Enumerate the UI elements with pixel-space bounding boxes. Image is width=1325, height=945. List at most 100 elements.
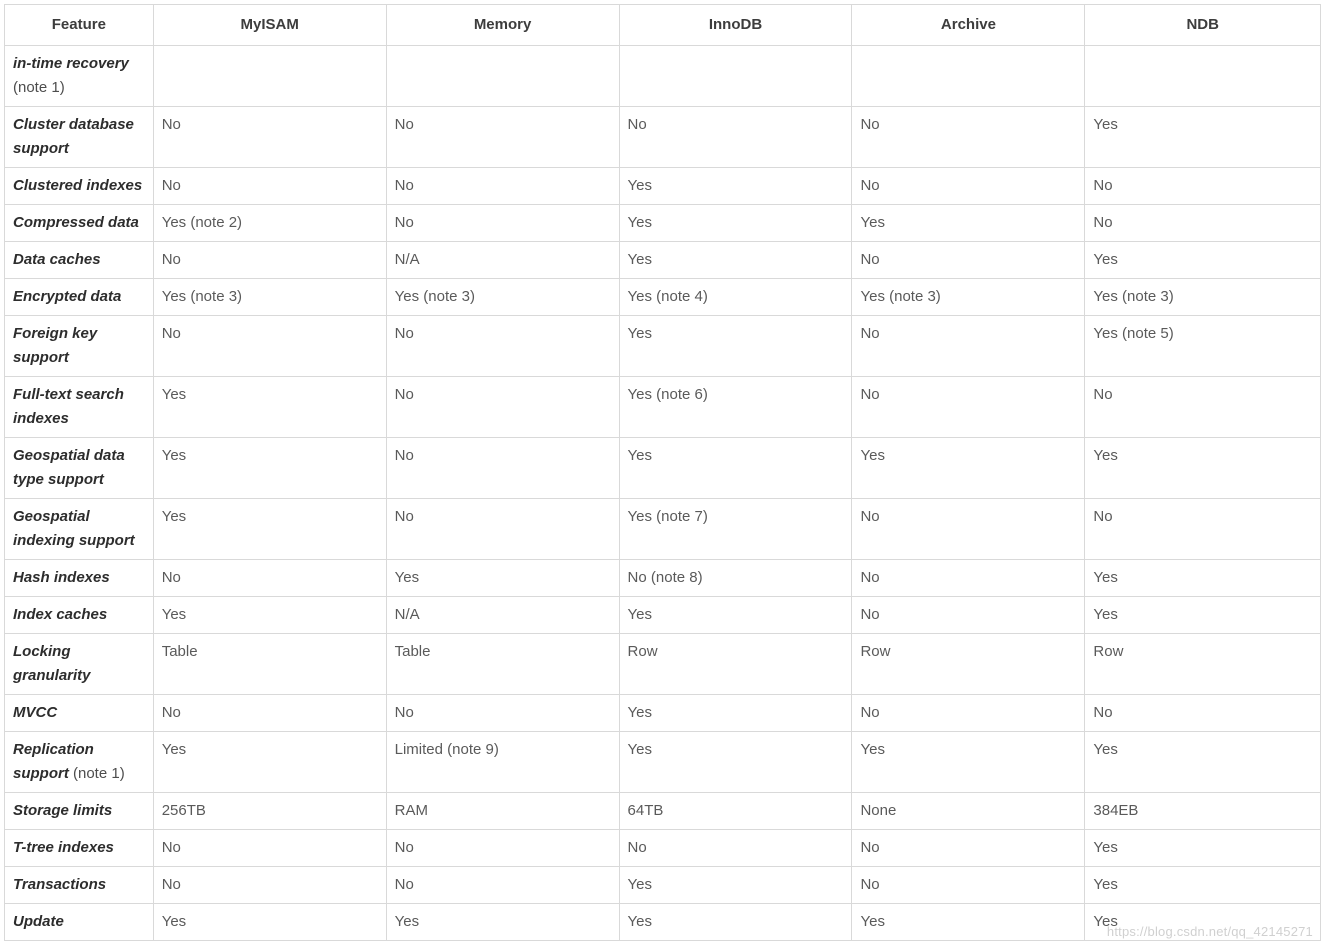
- feature-cell: Transactions: [5, 867, 154, 904]
- table-row: Index cachesYesN/AYesNoYes: [5, 597, 1321, 634]
- value-cell: Yes: [852, 732, 1085, 793]
- value-cell: Yes: [153, 904, 386, 941]
- value-cell: No: [153, 242, 386, 279]
- value-cell: [386, 46, 619, 107]
- feature-cell: Index caches: [5, 597, 154, 634]
- value-cell: Yes: [852, 904, 1085, 941]
- value-cell: No: [852, 107, 1085, 168]
- value-cell: No: [852, 597, 1085, 634]
- value-cell: No: [852, 377, 1085, 438]
- value-cell: No: [1085, 499, 1321, 560]
- table-row: Foreign key supportNoNoYesNoYes (note 5): [5, 316, 1321, 377]
- table-row: Cluster database supportNoNoNoNoYes: [5, 107, 1321, 168]
- value-cell: [619, 46, 852, 107]
- col-header: MyISAM: [153, 5, 386, 46]
- value-cell: Yes: [153, 499, 386, 560]
- value-cell: Yes (note 5): [1085, 316, 1321, 377]
- value-cell: 384EB: [1085, 793, 1321, 830]
- feature-name: Full-text search indexes: [13, 386, 124, 427]
- table-row: Clustered indexesNoNoYesNoNo: [5, 168, 1321, 205]
- value-cell: Row: [1085, 634, 1321, 695]
- feature-cell: Update: [5, 904, 154, 941]
- feature-name: Locking granularity: [13, 643, 91, 684]
- value-cell: Yes (note 3): [386, 279, 619, 316]
- value-cell: None: [852, 793, 1085, 830]
- value-cell: Row: [619, 634, 852, 695]
- value-cell: Yes: [619, 597, 852, 634]
- value-cell: No: [852, 830, 1085, 867]
- value-cell: No: [386, 168, 619, 205]
- value-cell: No: [386, 316, 619, 377]
- value-cell: 256TB: [153, 793, 386, 830]
- value-cell: Yes: [153, 732, 386, 793]
- value-cell: No: [386, 695, 619, 732]
- value-cell: Yes: [153, 597, 386, 634]
- value-cell: Yes (note 4): [619, 279, 852, 316]
- value-cell: Yes (note 3): [153, 279, 386, 316]
- value-cell: Table: [153, 634, 386, 695]
- value-cell: No: [852, 560, 1085, 597]
- value-cell: Yes: [153, 438, 386, 499]
- feature-cell: MVCC: [5, 695, 154, 732]
- value-cell: Yes (note 3): [1085, 279, 1321, 316]
- value-cell: Yes: [386, 904, 619, 941]
- value-cell: Yes: [153, 377, 386, 438]
- value-cell: No: [852, 168, 1085, 205]
- feature-cell: Clustered indexes: [5, 168, 154, 205]
- feature-cell: Hash indexes: [5, 560, 154, 597]
- value-cell: No: [386, 830, 619, 867]
- value-cell: Yes (note 2): [153, 205, 386, 242]
- value-cell: No: [153, 867, 386, 904]
- value-cell: Yes (note 7): [619, 499, 852, 560]
- value-cell: Yes: [1085, 560, 1321, 597]
- header-row: FeatureMyISAMMemoryInnoDBArchiveNDB: [5, 5, 1321, 46]
- value-cell: No: [852, 499, 1085, 560]
- value-cell: No: [386, 499, 619, 560]
- feature-name: T-tree indexes: [13, 839, 114, 856]
- value-cell: Yes: [619, 205, 852, 242]
- table-row: Geospatial data type supportYesNoYesYesY…: [5, 438, 1321, 499]
- feature-cell: Geospatial indexing support: [5, 499, 154, 560]
- value-cell: No: [852, 695, 1085, 732]
- feature-cell: Full-text search indexes: [5, 377, 154, 438]
- value-cell: Yes (note 6): [619, 377, 852, 438]
- feature-name: Encrypted data: [13, 288, 121, 305]
- table-row: Encrypted dataYes (note 3)Yes (note 3)Ye…: [5, 279, 1321, 316]
- storage-engine-feature-table: FeatureMyISAMMemoryInnoDBArchiveNDB in-t…: [4, 4, 1321, 941]
- feature-name: Update: [13, 913, 64, 930]
- feature-name: Hash indexes: [13, 569, 110, 586]
- table-row: T-tree indexesNoNoNoNoYes: [5, 830, 1321, 867]
- value-cell: No: [619, 830, 852, 867]
- value-cell: Yes: [1085, 732, 1321, 793]
- value-cell: Yes (note 3): [852, 279, 1085, 316]
- feature-cell: Replication support (note 1): [5, 732, 154, 793]
- value-cell: No: [153, 316, 386, 377]
- value-cell: No: [153, 695, 386, 732]
- col-header: NDB: [1085, 5, 1321, 46]
- col-header: Archive: [852, 5, 1085, 46]
- value-cell: Yes: [1085, 438, 1321, 499]
- value-cell: No: [153, 107, 386, 168]
- table-body: in-time recovery (note 1)Cluster databas…: [5, 46, 1321, 941]
- value-cell: No: [852, 867, 1085, 904]
- feature-name: Clustered indexes: [13, 177, 142, 194]
- value-cell: RAM: [386, 793, 619, 830]
- feature-cell: Encrypted data: [5, 279, 154, 316]
- feature-name: Storage limits: [13, 802, 112, 819]
- feature-name: Foreign key support: [13, 325, 97, 366]
- value-cell: Yes: [1085, 904, 1321, 941]
- col-header: Feature: [5, 5, 154, 46]
- value-cell: 64TB: [619, 793, 852, 830]
- value-cell: No: [852, 316, 1085, 377]
- feature-name: Geospatial indexing support: [13, 508, 135, 549]
- table-row: MVCCNoNoYesNoNo: [5, 695, 1321, 732]
- value-cell: No: [386, 205, 619, 242]
- value-cell: No: [386, 107, 619, 168]
- feature-cell: T-tree indexes: [5, 830, 154, 867]
- value-cell: Yes: [386, 560, 619, 597]
- value-cell: No: [852, 242, 1085, 279]
- value-cell: No: [1085, 377, 1321, 438]
- table-row: Hash indexesNoYesNo (note 8)NoYes: [5, 560, 1321, 597]
- value-cell: No: [153, 830, 386, 867]
- value-cell: [852, 46, 1085, 107]
